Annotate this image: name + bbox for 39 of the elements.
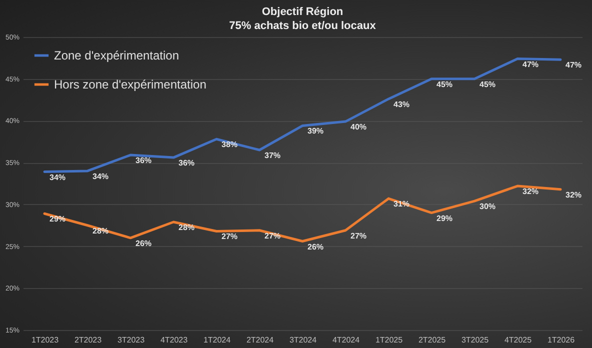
- x-tick-label: 1T2023: [31, 336, 60, 344]
- x-tick-label: 4T2023: [160, 336, 188, 344]
- x-tick-label: 1T2026: [547, 336, 576, 344]
- data-label: 32%: [522, 187, 539, 196]
- x-tick-label: 2T2023: [74, 336, 102, 344]
- x-tick-label: 1T2024: [203, 336, 232, 344]
- data-label: 38%: [222, 140, 238, 150]
- data-label: 45%: [436, 80, 453, 89]
- data-label: 28%: [178, 223, 195, 232]
- chart-subtitle: 75% achats bio et/ou locaux: [229, 20, 377, 32]
- data-label: 45%: [480, 80, 496, 89]
- data-label: 36%: [136, 156, 152, 166]
- x-tick-label: 3T2025: [461, 336, 490, 344]
- legend-label: Hors zone d'expérimentation: [54, 78, 206, 92]
- data-label: 29%: [436, 214, 453, 223]
- data-label: 34%: [92, 172, 109, 181]
- data-label: 40%: [350, 122, 367, 132]
- data-label: 34%: [50, 172, 66, 182]
- x-tick-label: 2T2024: [246, 336, 274, 344]
- chart-title: Objectif Région: [262, 6, 344, 18]
- data-label: 43%: [394, 100, 410, 109]
- x-tick-label: 4T2024: [332, 336, 360, 344]
- data-label: 37%: [264, 151, 281, 160]
- data-label: 26%: [308, 242, 324, 252]
- data-label: 39%: [308, 126, 324, 136]
- x-tick-label: 4T2025: [504, 336, 532, 344]
- x-tick-label: 1T2025: [375, 336, 404, 344]
- data-label: 27%: [222, 232, 238, 242]
- x-tick-label: 3T2023: [117, 336, 146, 344]
- legend-label: Zone d'expérimentation: [54, 48, 180, 62]
- data-label: 47%: [566, 60, 582, 70]
- data-label: 47%: [522, 60, 539, 69]
- data-label: 36%: [178, 158, 195, 168]
- data-label: 30%: [480, 202, 496, 212]
- x-tick-label: 2T2025: [418, 336, 446, 344]
- x-tick-label: 3T2024: [289, 336, 318, 344]
- data-label: 32%: [566, 190, 582, 200]
- data-label: 27%: [350, 231, 367, 240]
- data-label: 26%: [136, 238, 152, 248]
